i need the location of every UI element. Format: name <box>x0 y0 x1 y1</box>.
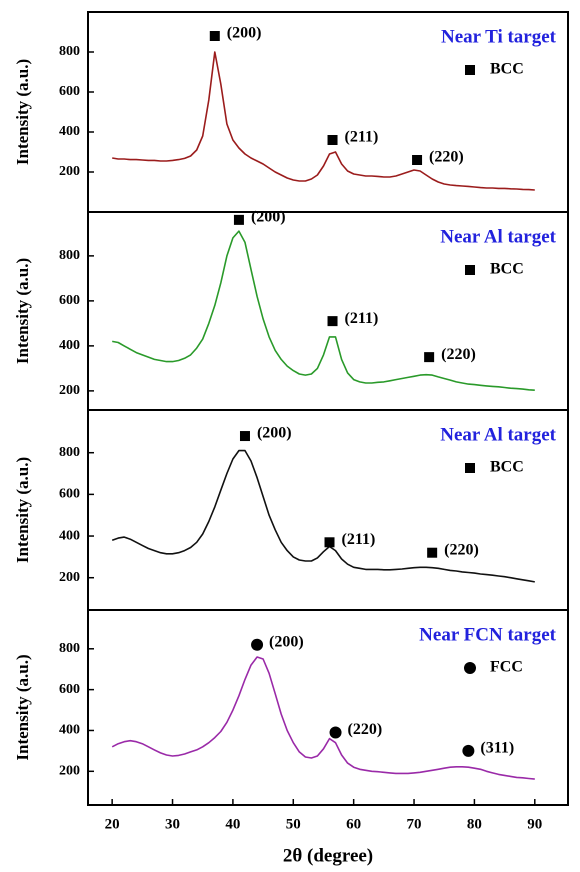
legend-label: BCC <box>490 61 524 78</box>
peak-marker <box>427 547 438 558</box>
peak-marker <box>412 155 423 165</box>
panel-title: Near Ti target <box>441 26 557 47</box>
panel-title: Near Al target <box>440 226 556 247</box>
y-tick-label: 600 <box>59 84 80 99</box>
peak-marker <box>239 431 250 442</box>
peak-label: (200) <box>251 209 286 226</box>
panel-title: Near FCN target <box>419 624 556 645</box>
x-tick-label: 70 <box>407 816 422 832</box>
peak-marker <box>324 537 335 548</box>
x-tick-label: 40 <box>225 816 240 832</box>
y-axis-label: Intensity (a.u.) <box>13 258 32 364</box>
peak-marker <box>327 135 338 145</box>
panel-frame <box>87 609 569 806</box>
data-line <box>112 51 535 191</box>
peak-label: (220) <box>444 541 479 558</box>
y-tick-label: 800 <box>59 641 80 656</box>
peak-marker <box>233 214 244 225</box>
y-tick-label: 200 <box>59 383 80 398</box>
x-axis-label: 2θ (degree) <box>283 845 373 866</box>
y-tick-label: 600 <box>59 487 80 502</box>
x-tick-label: 20 <box>105 816 120 832</box>
peak-label: (211) <box>342 531 376 548</box>
y-tick-label: 200 <box>59 164 80 179</box>
y-tick-label: 400 <box>59 528 80 543</box>
x-tick-label: 30 <box>165 816 180 832</box>
peak-marker <box>251 638 264 651</box>
peak-label: (220) <box>429 149 464 166</box>
peak-label: (200) <box>257 425 292 442</box>
y-tick-label: 400 <box>59 124 80 139</box>
peak-marker <box>209 31 220 41</box>
y-tick-label: 400 <box>59 723 80 738</box>
legend-marker <box>465 265 475 275</box>
peak-label: (200) <box>227 25 262 42</box>
y-tick-label: 800 <box>59 44 80 59</box>
x-tick-label: 80 <box>467 816 482 832</box>
legend-marker <box>465 463 475 473</box>
peak-label: (220) <box>441 346 476 363</box>
y-tick-label: 200 <box>59 570 80 585</box>
y-tick-label: 400 <box>59 338 80 353</box>
y-tick-label: 600 <box>59 293 80 308</box>
peak-label: (220) <box>348 721 383 738</box>
legend-marker <box>464 662 476 674</box>
peak-label: (211) <box>345 129 379 146</box>
y-tick-label: 600 <box>59 682 80 697</box>
y-axis-label: Intensity (a.u.) <box>13 59 32 165</box>
peak-marker <box>462 744 475 757</box>
data-line <box>112 230 535 391</box>
peak-marker <box>327 316 338 327</box>
peak-label: (211) <box>345 310 379 327</box>
panel-title: Near Al target <box>440 424 556 445</box>
peak-label: (311) <box>480 740 514 757</box>
y-tick-label: 800 <box>59 445 80 460</box>
legend-label: BCC <box>490 459 524 476</box>
y-tick-label: 800 <box>59 248 80 263</box>
peak-label: (200) <box>269 633 304 650</box>
peak-marker <box>424 352 435 363</box>
legend-marker <box>465 65 475 75</box>
peak-marker <box>329 726 342 739</box>
y-axis-label: Intensity (a.u.) <box>13 457 32 563</box>
x-tick-label: 60 <box>346 816 361 832</box>
x-tick-label: 50 <box>286 816 301 832</box>
legend-label: BCC <box>490 261 524 278</box>
y-axis-label: Intensity (a.u.) <box>13 654 32 760</box>
data-line <box>111 656 535 780</box>
data-line <box>111 449 535 583</box>
y-tick-label: 200 <box>59 764 80 779</box>
x-tick-label: 90 <box>527 816 542 832</box>
legend-label: FCC <box>490 659 523 676</box>
